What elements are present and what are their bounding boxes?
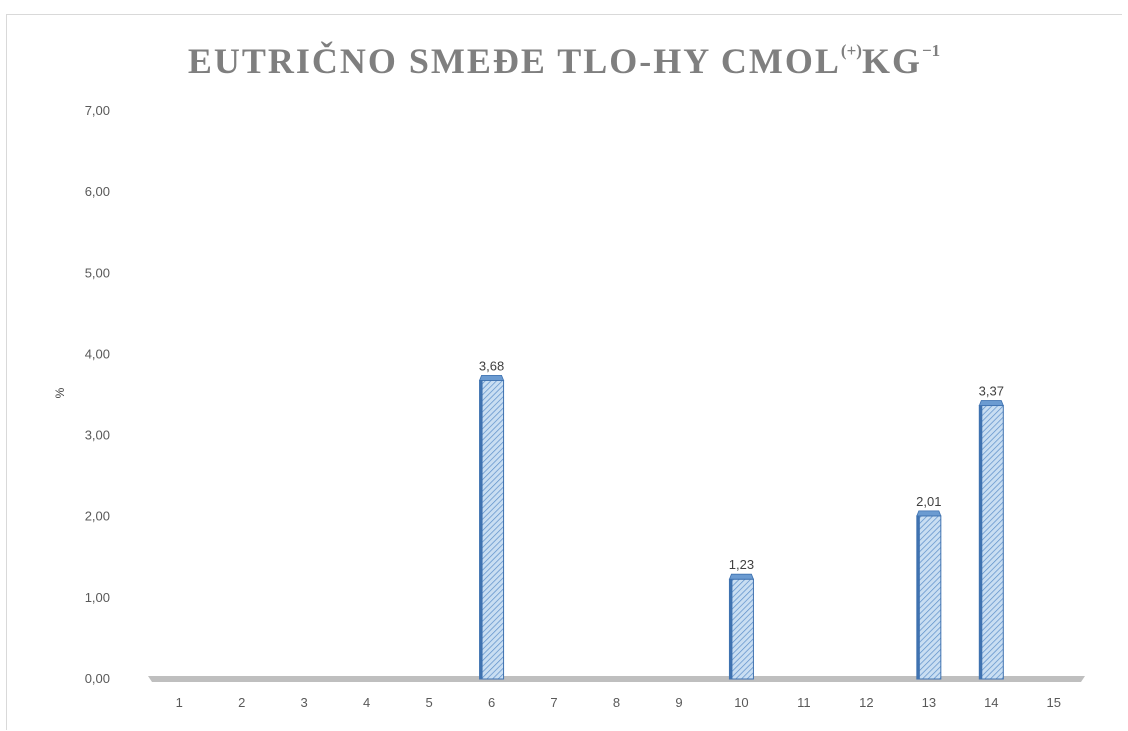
bar-face: [728, 578, 754, 680]
x-tick-label: 15: [1047, 695, 1061, 710]
x-tick-label: 10: [734, 695, 748, 710]
y-tick-label: 7,00: [85, 103, 110, 118]
y-tick-label: 0,00: [85, 671, 110, 686]
y-tick-label: 6,00: [85, 184, 110, 199]
bar-cap: [916, 510, 942, 517]
bar-face: [916, 515, 942, 680]
title-superscript-1: (+): [840, 41, 862, 60]
x-tick-label: 13: [922, 695, 936, 710]
data-label: 3,68: [479, 358, 504, 373]
x-axis-line: [148, 676, 1085, 682]
x-tick-label: 1: [176, 695, 183, 710]
x-tick-label: 5: [425, 695, 432, 710]
title-unit: KG: [861, 41, 922, 81]
y-tick-label: 2,00: [85, 509, 110, 524]
x-tick-label: 2: [238, 695, 245, 710]
y-tick-label: 5,00: [85, 265, 110, 280]
bar-cap: [478, 374, 505, 381]
bar-edge: [916, 515, 920, 679]
x-tick-label: 11: [797, 695, 811, 710]
y-tick-label: 3,00: [85, 428, 110, 443]
bar-edge: [979, 405, 983, 679]
bar: [978, 400, 1004, 680]
bar-face: [479, 379, 505, 680]
chart-frame: [6, 14, 1122, 730]
data-label: 1,23: [729, 557, 754, 572]
bar: [916, 510, 942, 680]
bar-edge: [479, 380, 483, 679]
x-tick-label: 8: [613, 695, 620, 710]
bar: [728, 573, 755, 680]
x-tick-label: 4: [363, 695, 370, 710]
data-label: 3,37: [979, 384, 1004, 399]
bar-cap: [728, 573, 755, 580]
x-tick-label: 7: [550, 695, 557, 710]
bar-cap: [978, 400, 1004, 406]
x-tick-label: 9: [675, 695, 682, 710]
bar-face: [978, 405, 1004, 680]
bar: [478, 374, 505, 680]
y-tick-label: 1,00: [85, 590, 110, 605]
x-tick-label: 14: [984, 695, 998, 710]
x-tick-label: 3: [301, 695, 308, 710]
title-main: EUTRIČNO SMEĐE TLO-HY CMOL: [187, 41, 841, 81]
y-axis-label: %: [53, 387, 67, 398]
title-superscript-2: −1: [921, 41, 941, 60]
data-label: 2,01: [916, 494, 941, 509]
y-tick-label: 4,00: [85, 346, 110, 361]
x-tick-label: 12: [859, 695, 873, 710]
chart-title: EUTRIČNO SMEĐE TLO-HY CMOL(+)KG−1: [0, 40, 1128, 82]
bar-edge: [729, 579, 733, 679]
x-tick-label: 6: [488, 695, 495, 710]
